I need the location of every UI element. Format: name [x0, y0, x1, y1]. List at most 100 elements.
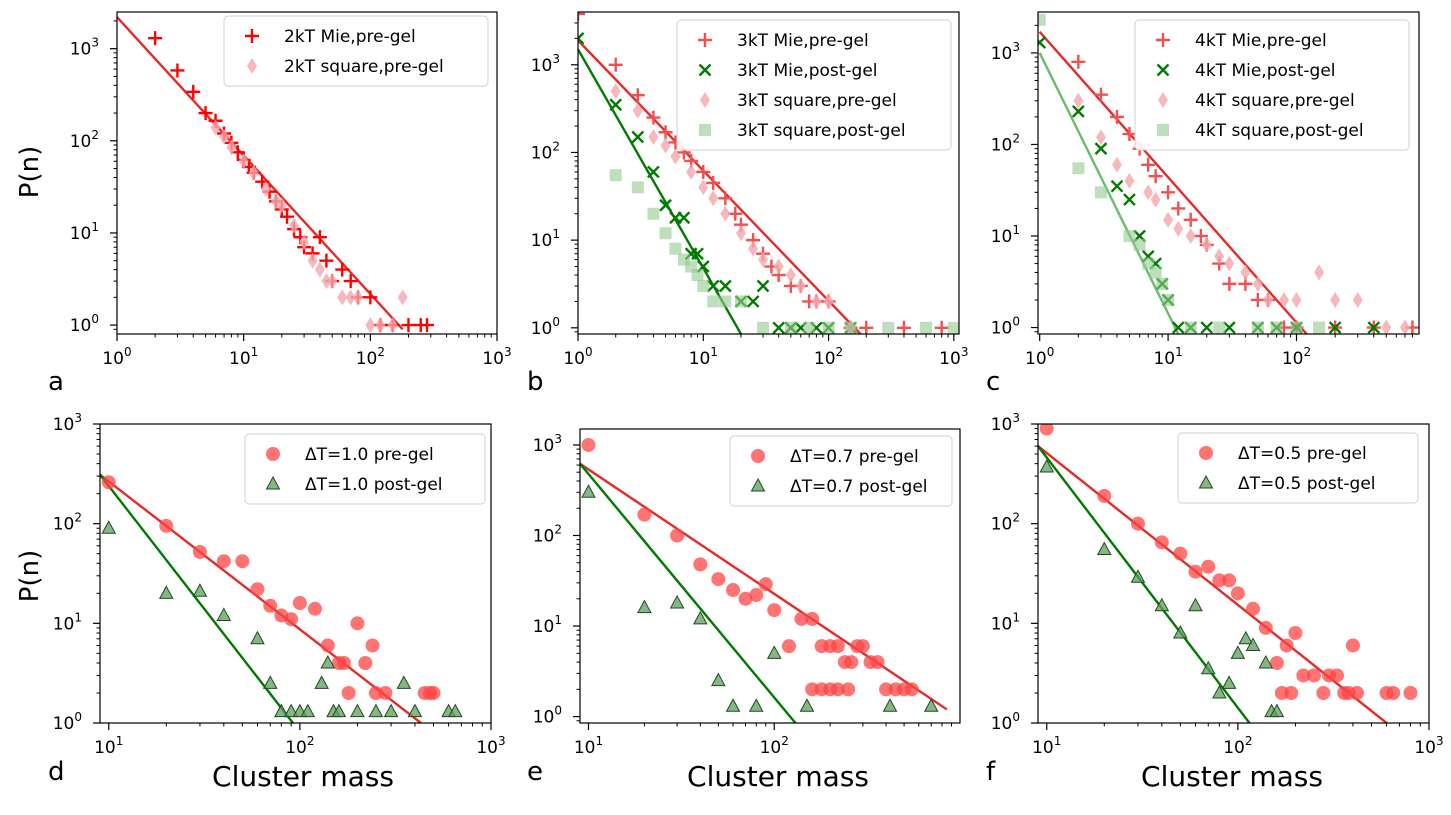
legend-e: ΔT=0.7 pre-gel ΔT=0.7 post-gel: [729, 435, 953, 507]
point-e-s1-10: [923, 698, 939, 712]
point-c-s2-13: [1252, 275, 1263, 292]
point-e-s0-8: [758, 577, 773, 592]
point-f-s1-4: [1173, 624, 1188, 639]
legend-label-f-1: ΔT=0.5 post-gel: [1238, 474, 1376, 494]
point-c-s3-3: [1123, 230, 1136, 243]
point-b-s2-0: [610, 83, 621, 100]
panel-label-a: a: [48, 367, 64, 397]
point-b-s3-10: [719, 295, 732, 308]
point-b-s0-11: [728, 206, 743, 221]
point-c-s2-0: [1073, 92, 1084, 109]
point-b-s0-25: [934, 320, 949, 334]
point-f-s0-11: [1258, 620, 1273, 635]
point-a-s1-8: [289, 217, 300, 234]
point-e-s0-15: [830, 639, 845, 654]
point-b-s2-15: [811, 293, 822, 310]
point-a-s1-11: [314, 261, 325, 278]
point-e-s0-4: [711, 572, 726, 587]
point-f-s0-1: [1097, 488, 1112, 503]
y-tick-label-c-2: 102: [991, 131, 1020, 155]
point-f-s1-11: [1245, 637, 1261, 651]
point-a-s1-16: [353, 289, 364, 306]
point-d-s1-16: [383, 703, 399, 718]
x-tick-label-f-0: 101: [1032, 734, 1061, 758]
point-b-s0-9: [706, 175, 721, 190]
point-b-s3-3: [659, 227, 672, 240]
point-b-s3-7: [691, 269, 704, 282]
y-tick-label-c-3: 103: [991, 40, 1020, 64]
x-tick-label-e-0: 101: [574, 734, 603, 758]
y-tick-label-e-2: 102: [533, 523, 562, 547]
x-tick-label-f-1: 102: [1223, 734, 1252, 758]
point-e-s1-4: [710, 672, 726, 687]
point-c-s2-21: [1399, 319, 1410, 334]
plot-area-e: [580, 437, 948, 723]
x-axis-label-d: Cluster mass: [212, 760, 394, 793]
point-c-s2-14: [1262, 291, 1273, 308]
point-b-s0-2: [630, 88, 645, 103]
y-tick-label-e-0: 100: [533, 704, 562, 728]
point-d-s0-14: [341, 685, 356, 700]
point-b-s3-0: [609, 169, 622, 182]
point-f-s1-2: [1130, 569, 1146, 583]
point-a-s0-24: [343, 274, 358, 289]
point-d-s0-6: [263, 598, 278, 613]
point-f-s0-4: [1173, 546, 1188, 561]
point-f-s0-28: [1284, 685, 1299, 700]
x-tick-label-c-0: 100: [1025, 345, 1054, 369]
point-b-s3-5: [677, 253, 690, 266]
point-e-s1-6: [748, 698, 764, 712]
point-c-s3-2: [1094, 186, 1107, 199]
legend-box-f: [1177, 432, 1419, 504]
legend-box-a: [223, 15, 489, 87]
legend-marker-c-1: [1156, 63, 1170, 77]
point-e-s0-17: [844, 655, 859, 670]
y-tick-label-d-1: 101: [53, 610, 82, 634]
point-b-s1-6: [677, 211, 691, 225]
point-b-s1-15: [772, 321, 786, 334]
point-a-s1-17: [365, 317, 376, 334]
legend-d: ΔT=1.0 pre-gel ΔT=1.0 post-gel: [244, 433, 486, 505]
point-c-s3-14: [1313, 321, 1326, 334]
point-f-s0-2: [1130, 516, 1145, 531]
point-c-s1-3: [1110, 179, 1124, 193]
point-b-s2-9: [735, 225, 746, 242]
point-d-s0-15: [350, 616, 365, 631]
x-tick-label-d-1: 102: [285, 734, 314, 758]
panel-label-e: e: [527, 757, 543, 787]
point-a-s0-11: [255, 174, 270, 189]
point-b-s3-13: [784, 321, 797, 334]
point-c-s2-16: [1291, 291, 1302, 308]
point-b-s0-23: [859, 320, 874, 334]
point-a-s1-20: [397, 289, 408, 306]
point-c-s3-7: [1156, 277, 1169, 290]
point-e-s0-29: [830, 682, 845, 697]
point-d-s1-15: [368, 703, 384, 718]
legend-marker-c-3: [1157, 124, 1169, 136]
point-b-s3-8: [697, 279, 710, 292]
point-c-s2-4: [1143, 184, 1154, 201]
point-d-s1-0: [101, 520, 117, 534]
point-f-s0-0: [1039, 424, 1054, 436]
point-e-s1-9: [882, 698, 898, 712]
point-c-s1-4: [1123, 193, 1136, 206]
point-c-s3-4: [1133, 238, 1146, 251]
point-c-s1-0: [1038, 36, 1047, 49]
legend-label-e-1: ΔT=0.7 post-gel: [790, 477, 928, 497]
point-f-s1-9: [1230, 645, 1246, 659]
axes-frame-d: [99, 423, 492, 724]
point-c-s0-6: [1148, 169, 1163, 184]
point-b-s1-1: [609, 98, 623, 112]
legend-label-d-1: ΔT=1.0 post-gel: [305, 475, 443, 495]
point-e-s1-7: [766, 645, 782, 659]
point-c-s3-9: [1184, 321, 1197, 334]
point-c-s3-1: [1072, 162, 1085, 175]
legend-marker-b-1: [698, 63, 712, 77]
point-e-s0-7: [749, 588, 764, 603]
point-e-s1-3: [692, 610, 708, 625]
y-tick-label-f-2: 102: [991, 511, 1020, 535]
panel-label-b: b: [527, 367, 544, 397]
point-a-s1-4: [248, 164, 259, 181]
